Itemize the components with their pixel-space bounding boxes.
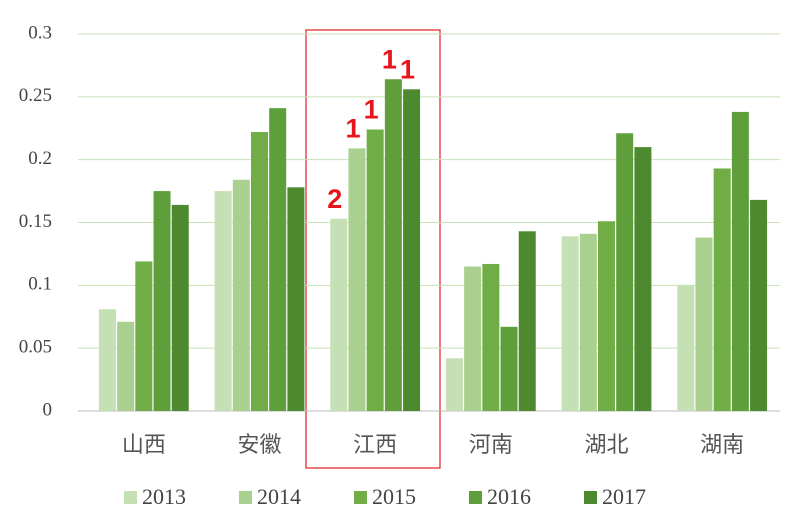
rank-annotation: 1 <box>364 95 379 125</box>
bar <box>464 266 482 411</box>
bar <box>500 326 518 411</box>
bar <box>634 147 652 411</box>
legend-swatch <box>469 491 482 504</box>
bar <box>598 221 615 411</box>
bar <box>153 191 171 411</box>
legend-label: 2015 <box>372 484 416 509</box>
bar <box>561 236 579 411</box>
bar <box>579 233 597 411</box>
x-tick-label: 山西 <box>122 432 166 457</box>
bar <box>214 191 232 411</box>
legend-label: 2016 <box>487 484 531 509</box>
bar <box>366 129 384 412</box>
bar <box>287 187 305 411</box>
rank-annotation: 1 <box>345 113 360 143</box>
y-tick-label: 0 <box>43 399 53 420</box>
legend-swatch <box>239 491 252 504</box>
y-tick-label: 0.3 <box>28 22 52 43</box>
bar <box>750 199 768 411</box>
y-tick-label: 0.15 <box>19 211 52 232</box>
bar <box>482 263 500 411</box>
bar <box>98 309 116 411</box>
y-tick-label: 0.25 <box>19 85 52 106</box>
bar <box>731 111 749 411</box>
bar <box>171 204 189 411</box>
bar <box>713 168 731 411</box>
rank-annotation: 2 <box>327 184 342 214</box>
x-tick-label: 安徽 <box>237 432 281 457</box>
x-tick-label: 湖北 <box>584 432 628 457</box>
legend-label: 2014 <box>257 484 301 509</box>
highlight-box <box>305 29 441 469</box>
x-tick-label: 湖南 <box>700 432 744 457</box>
bar <box>518 231 536 411</box>
rank-annotation: 1 <box>382 44 397 74</box>
bar <box>348 148 366 411</box>
legend-label: 2017 <box>602 484 646 509</box>
bar <box>677 285 695 411</box>
y-tick-label: 0.05 <box>19 337 52 358</box>
bar <box>445 358 463 411</box>
bar <box>330 218 348 411</box>
legend-swatch <box>354 491 367 504</box>
bar <box>117 321 135 411</box>
y-tick-label: 0.2 <box>28 148 52 169</box>
bar <box>135 261 153 411</box>
x-tick-label: 河南 <box>469 432 513 457</box>
bar <box>232 179 250 411</box>
bar <box>384 79 402 412</box>
bar <box>251 132 268 411</box>
bar <box>403 89 421 411</box>
bar <box>616 133 634 411</box>
legend-swatch <box>584 491 597 504</box>
rank-annotation: 1 <box>400 54 415 84</box>
bar <box>269 108 287 411</box>
x-tick-label: 江西 <box>353 432 397 457</box>
legend-swatch <box>124 491 137 504</box>
legend-label: 2013 <box>142 484 186 509</box>
y-tick-label: 0.1 <box>28 274 52 295</box>
bar <box>695 237 713 411</box>
